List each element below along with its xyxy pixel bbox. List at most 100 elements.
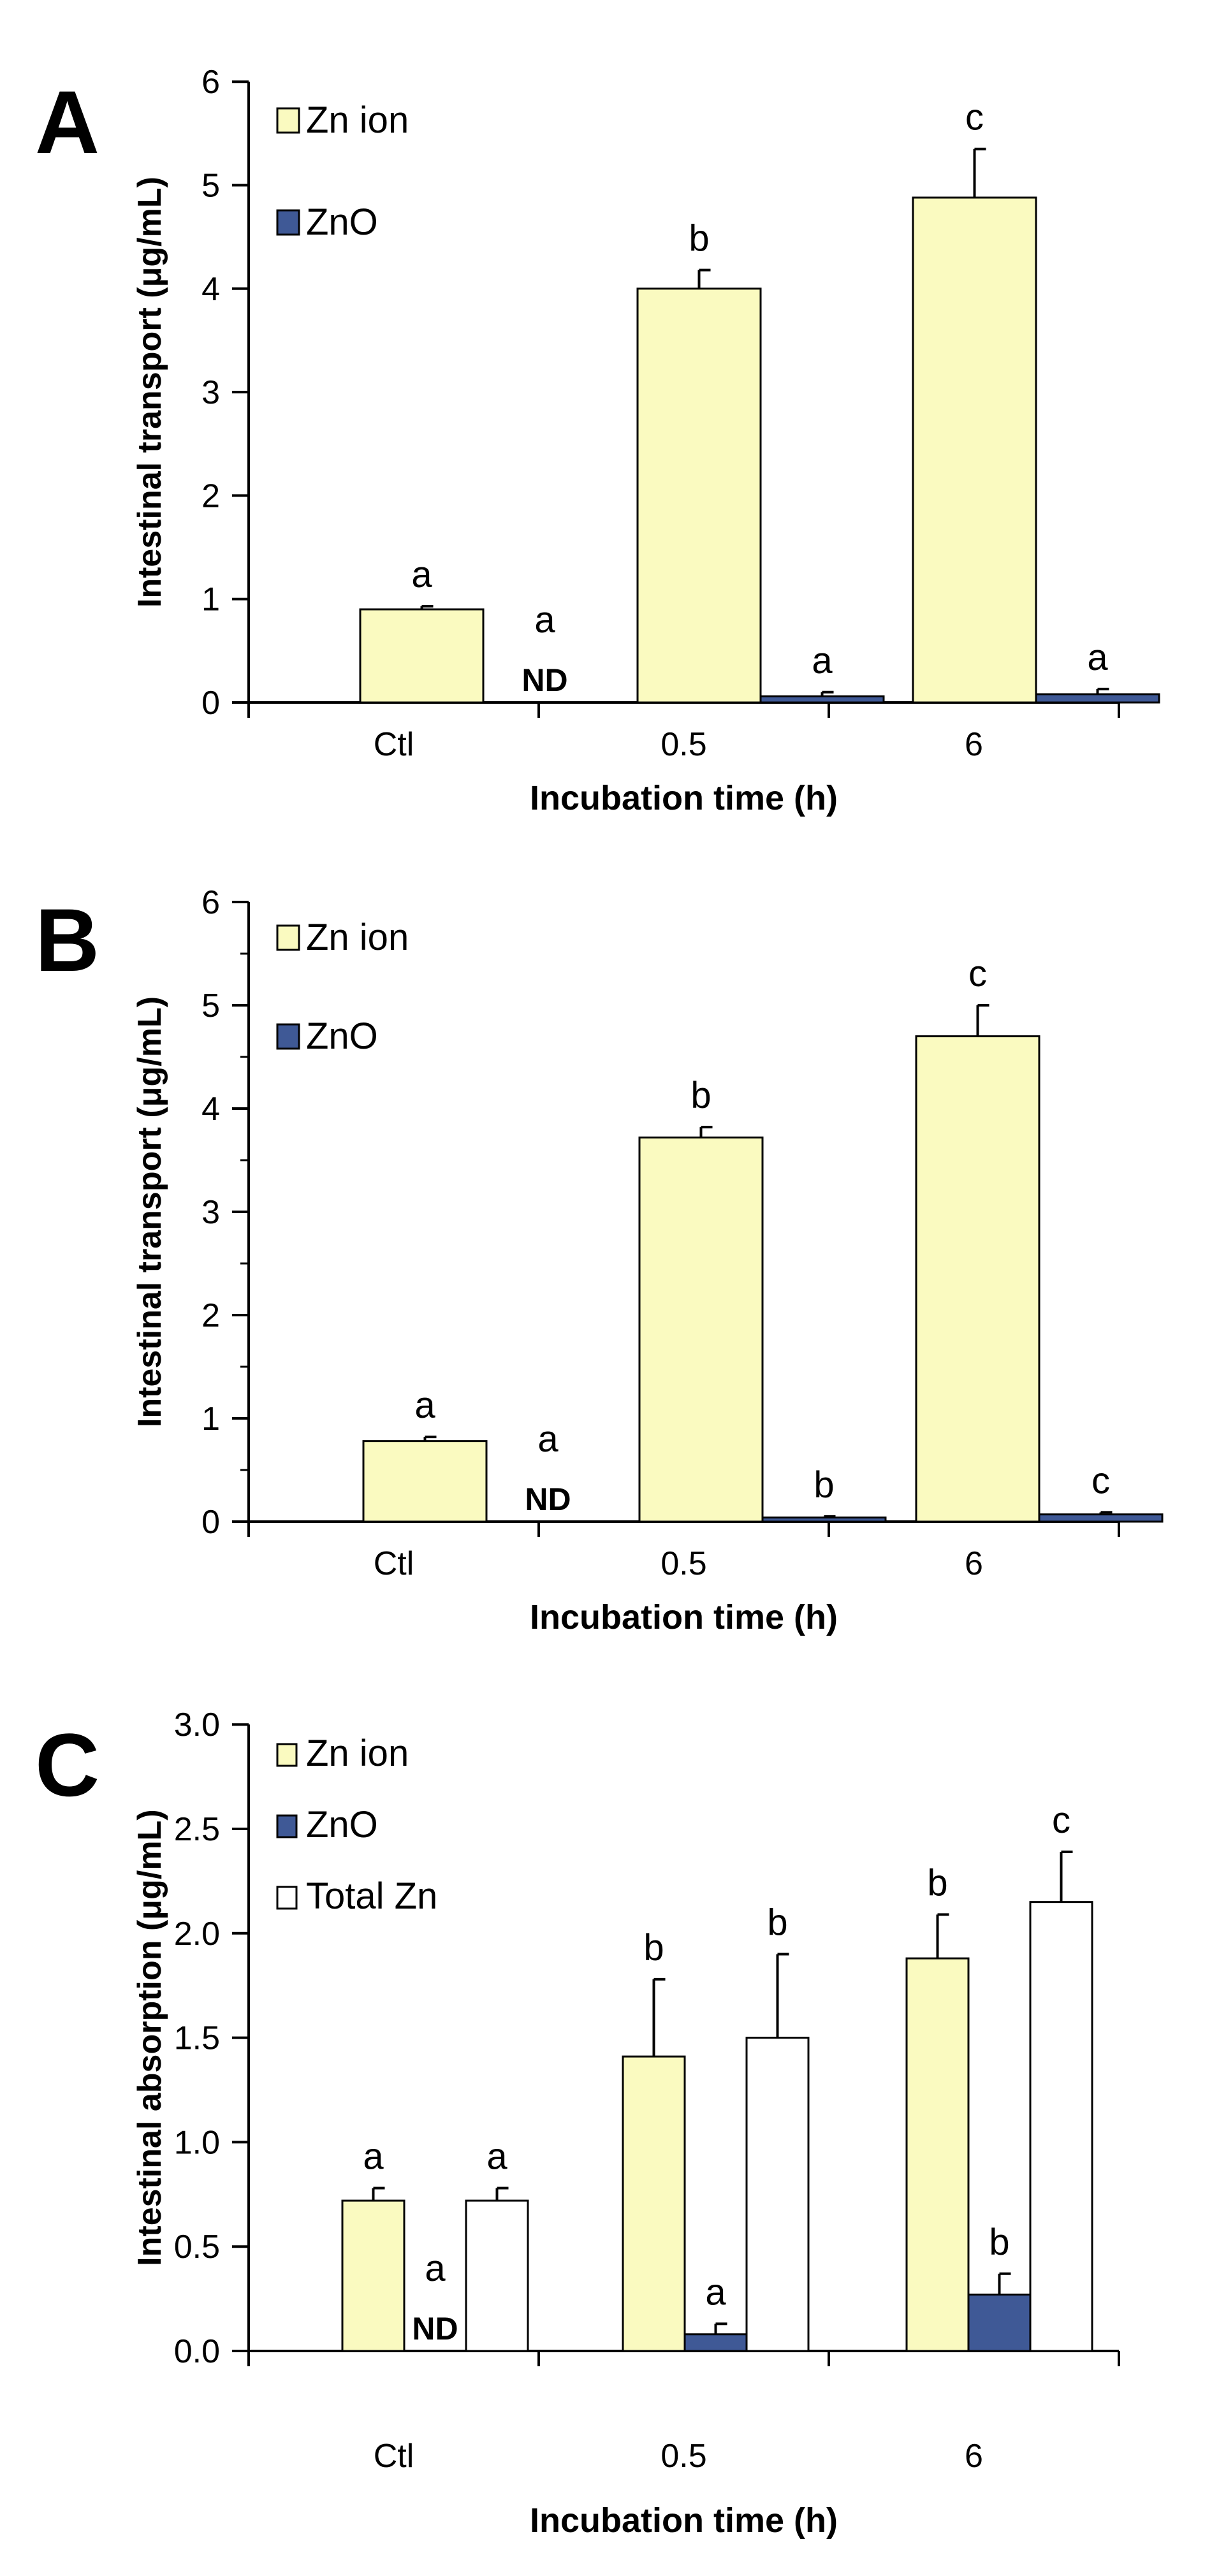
y-tick-label: 2.0	[174, 1916, 220, 1953]
legend-swatch	[276, 924, 300, 951]
y-tick-label: 2.5	[174, 1811, 220, 1848]
panel-C: C 0.0 0.5 1.0 1.5 2.0 2.5 3.0 Ctl 0.5 6 Incubation …	[35, 1706, 1120, 2540]
significance-letter: c	[1091, 1460, 1110, 1501]
bar-zn-ion	[341, 2199, 405, 2352]
y-tick-label: 2	[201, 1297, 220, 1334]
significance-letter: a	[425, 2248, 446, 2289]
y-tick-label: 1.0	[174, 2124, 220, 2161]
y-axis-label: Intestinal absorption (μg/mL)	[131, 1809, 168, 2266]
x-axis-label: Incubation time (h)	[530, 779, 838, 817]
significance-letter: a	[534, 599, 555, 641]
significance-letter: c	[1052, 1800, 1070, 1841]
significance-letter: b	[927, 1862, 947, 1903]
x-tick-label: Ctl	[374, 1545, 414, 1582]
bar-zn-ion	[362, 1440, 488, 1523]
legend: Zn ion ZnO Total Zn	[276, 1733, 437, 1917]
significance-letter: a	[363, 2136, 384, 2177]
legend-label: Zn ion	[306, 99, 409, 141]
significance-letter: b	[690, 1075, 711, 1116]
legend-swatch	[276, 1886, 298, 1910]
y-axis-label: Intestinal transport (μg/mL)	[131, 177, 168, 608]
bar-zn-ion	[915, 1035, 1040, 1523]
y-tick-label: 1	[201, 1401, 220, 1437]
legend-label: ZnO	[306, 1804, 378, 1845]
bar-total-zn	[465, 2199, 529, 2352]
x-tick-label: Ctl	[374, 726, 414, 763]
x-tick-label: 0.5	[661, 1545, 706, 1582]
legend-swatch	[276, 1023, 300, 1050]
significance-letter: b	[689, 218, 709, 259]
legend-swatch	[276, 1743, 298, 1767]
legend-label: Zn ion	[306, 1733, 409, 1774]
significance-letter: b	[767, 1902, 787, 1944]
bar-zn-ion	[636, 287, 762, 704]
x-axis-label: Incubation time (h)	[530, 1598, 838, 1636]
y-tick-label: 4	[201, 271, 220, 308]
y-tick-label: 0	[201, 685, 220, 722]
significance-letter: a	[537, 1418, 558, 1460]
panel-A: A 0 1 2 3 4 5 6 Ctl 0.5 6 Incubation time (h) Intest…	[35, 64, 1160, 817]
bar-zn-ion	[359, 608, 485, 704]
bar-zn-ion	[638, 1136, 764, 1523]
y-tick-label: 5	[201, 168, 220, 205]
y-tick-label: 4	[201, 1091, 220, 1128]
legend-label: ZnO	[306, 201, 378, 243]
y-tick-label: 3.0	[174, 1706, 220, 1743]
legend-label: Zn ion	[306, 917, 409, 958]
significance-letter: b	[814, 1464, 834, 1506]
bar-zn-ion	[622, 2055, 686, 2352]
y-axis-label: Intestinal transport (μg/mL)	[131, 996, 168, 1427]
y-tick-label: 0.5	[174, 2229, 220, 2266]
panel-B: B 0 1 2 3 4 5 6 Ctl 0.5 6 Incubation time (h) Intest…	[35, 884, 1164, 1636]
x-tick-label: 6	[965, 726, 983, 763]
legend-label: Total Zn	[306, 1875, 437, 1917]
y-tick-label: 5	[201, 987, 220, 1024]
y-tick-label: 3	[201, 1194, 220, 1231]
significance-letter: a	[411, 554, 432, 595]
x-axis-label: Incubation time (h)	[530, 2501, 838, 2540]
bar-zno	[761, 1517, 887, 1523]
significance-letter: c	[965, 97, 984, 138]
legend: Zn ion ZnO	[276, 99, 409, 243]
panel-letter: A	[35, 72, 99, 172]
y-tick-label: 2	[201, 477, 220, 514]
nd-annotation: ND	[412, 2311, 458, 2347]
legend-swatch	[276, 1814, 298, 1838]
nd-annotation: ND	[525, 1481, 571, 1517]
bar-zno	[967, 2294, 1032, 2352]
panel-letter: B	[35, 890, 99, 990]
y-tick-label: 6	[201, 64, 220, 101]
bar-zn-ion	[912, 196, 1037, 704]
y-tick-label: 1.5	[174, 2020, 220, 2057]
x-tick-label: 0.5	[661, 726, 706, 763]
significance-letter: b	[643, 1927, 664, 1968]
nd-annotation: ND	[522, 662, 567, 698]
legend-label: ZnO	[306, 1015, 378, 1057]
bar-zno	[1038, 1513, 1164, 1523]
legend-swatch	[276, 209, 300, 236]
significance-letter: b	[989, 2222, 1009, 2263]
significance-letter: c	[968, 953, 987, 994]
significance-letter: a	[1087, 637, 1108, 678]
significance-letter: a	[812, 640, 833, 681]
x-tick-label: 0.5	[661, 2438, 706, 2475]
y-tick-label: 0.0	[174, 2333, 220, 2370]
significance-letter: a	[414, 1385, 435, 1426]
x-tick-label: 6	[965, 2438, 983, 2475]
bar-zno	[759, 695, 885, 704]
legend-swatch	[276, 107, 300, 134]
y-tick-label: 6	[201, 884, 220, 921]
bar-total-zn	[1029, 1901, 1093, 2352]
y-tick-label: 3	[201, 374, 220, 411]
y-tick-label: 1	[201, 581, 220, 618]
bar-zno	[683, 2333, 748, 2352]
bar-total-zn	[745, 2037, 810, 2352]
x-tick-label: 6	[965, 1545, 983, 1582]
significance-letter: a	[486, 2136, 507, 2177]
y-tick-label: 0	[201, 1504, 220, 1541]
bar-zn-ion	[905, 1957, 970, 2352]
significance-letter: a	[705, 2271, 726, 2313]
bar-zno	[1035, 693, 1160, 704]
x-tick-label: Ctl	[374, 2438, 414, 2475]
